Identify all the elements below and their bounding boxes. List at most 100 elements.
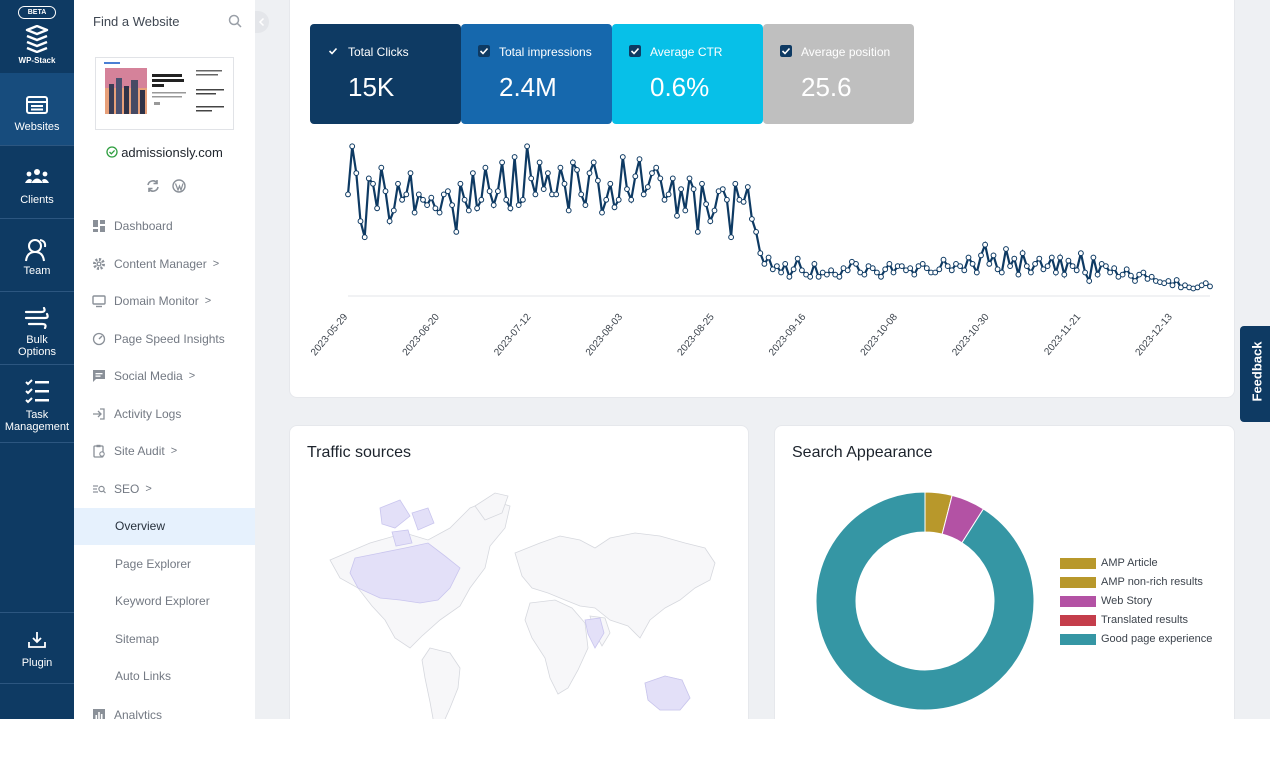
data-point[interactable] (1086, 278, 1093, 284)
data-point[interactable] (520, 196, 526, 203)
data-point[interactable] (428, 194, 435, 201)
data-point[interactable] (595, 177, 601, 184)
metric-total-impressions[interactable]: Total impressions 2.4M (461, 24, 612, 124)
data-point[interactable] (1057, 254, 1063, 261)
data-point[interactable] (582, 202, 589, 208)
data-point[interactable] (861, 271, 868, 278)
data-point[interactable] (994, 266, 1001, 273)
data-point[interactable] (1053, 269, 1059, 276)
data-point[interactable] (661, 196, 668, 203)
data-point[interactable] (828, 267, 834, 274)
data-point[interactable] (940, 256, 947, 263)
legend-item-translated[interactable]: Translated results (1060, 614, 1188, 626)
data-point[interactable] (361, 234, 368, 241)
data-point[interactable] (353, 170, 360, 176)
data-point[interactable] (790, 266, 797, 273)
data-point[interactable] (1173, 277, 1180, 283)
data-point[interactable] (728, 234, 735, 241)
data-point[interactable] (944, 263, 951, 269)
checkbox-checked-icon[interactable] (327, 45, 339, 57)
data-point[interactable] (907, 265, 914, 272)
rail-item-bulk-options[interactable]: Bulk Options (0, 292, 74, 365)
data-point[interactable] (794, 255, 801, 262)
data-point[interactable] (382, 188, 389, 195)
metric-average-ctr[interactable]: Average CTR 0.6% (612, 24, 763, 124)
metric-total-clicks[interactable]: Total Clicks 15K (310, 24, 461, 124)
data-point[interactable] (365, 175, 372, 182)
data-point[interactable] (965, 254, 972, 261)
subnav-keyword-explorer[interactable]: Keyword Explorer (115, 594, 210, 608)
data-point[interactable] (390, 207, 397, 214)
data-point[interactable] (799, 267, 805, 274)
data-point[interactable] (807, 273, 814, 280)
data-point[interactable] (882, 266, 889, 273)
data-point[interactable] (640, 191, 647, 198)
data-point[interactable] (644, 184, 651, 190)
data-point[interactable] (765, 254, 772, 261)
data-point[interactable] (1044, 263, 1051, 269)
data-point[interactable] (961, 267, 968, 274)
data-point[interactable] (878, 273, 884, 280)
data-point[interactable] (1007, 263, 1013, 269)
data-point[interactable] (507, 205, 514, 212)
data-point[interactable] (1036, 255, 1043, 262)
data-point[interactable] (540, 186, 547, 192)
data-point[interactable] (1019, 250, 1026, 257)
data-point[interactable] (524, 143, 531, 150)
data-point[interactable] (1111, 265, 1118, 272)
website-thumbnail[interactable] (95, 57, 234, 130)
data-point[interactable] (1094, 271, 1101, 278)
data-point[interactable] (1069, 263, 1076, 269)
find-website-input[interactable]: Find a Website (93, 14, 180, 29)
data-point[interactable] (874, 269, 880, 276)
data-point[interactable] (349, 143, 356, 150)
rail-item-websites[interactable]: Websites (0, 73, 74, 146)
data-point[interactable] (769, 266, 776, 273)
data-point[interactable] (782, 261, 789, 267)
search-appearance-donut-chart[interactable] (810, 486, 1040, 716)
data-point[interactable] (1040, 266, 1047, 273)
data-point[interactable] (407, 170, 414, 176)
data-point[interactable] (399, 196, 405, 203)
checkbox-checked-icon[interactable] (780, 45, 792, 57)
data-point[interactable] (1073, 267, 1080, 274)
data-point[interactable] (495, 188, 501, 195)
data-point[interactable] (1148, 273, 1155, 280)
data-point[interactable] (911, 271, 918, 278)
data-point[interactable] (657, 175, 664, 182)
data-point[interactable] (628, 196, 635, 203)
nav-social-media[interactable]: Social Media > (92, 367, 195, 385)
data-point[interactable] (1090, 254, 1097, 261)
data-point[interactable] (986, 261, 993, 267)
data-point[interactable] (503, 196, 510, 203)
data-point[interactable] (586, 170, 593, 176)
legend-item-amp-non-rich[interactable]: AMP non-rich results (1060, 576, 1203, 588)
data-point[interactable] (490, 202, 497, 208)
data-point[interactable] (465, 207, 472, 214)
data-point[interactable] (557, 164, 564, 171)
data-point[interactable] (969, 261, 976, 267)
world-map[interactable] (310, 488, 740, 719)
data-point[interactable] (978, 252, 984, 259)
nav-domain-monitor[interactable]: Domain Monitor > (92, 292, 211, 310)
data-point[interactable] (690, 186, 697, 192)
nav-content-manager[interactable]: Content Manager > (92, 255, 219, 273)
rail-item-team[interactable]: Team (0, 219, 74, 292)
data-point[interactable] (815, 273, 822, 280)
data-point[interactable] (707, 218, 714, 225)
data-point[interactable] (615, 196, 622, 203)
data-point[interactable] (919, 261, 926, 267)
data-point[interactable] (665, 191, 672, 198)
data-point[interactable] (436, 209, 443, 216)
data-point[interactable] (1165, 278, 1172, 284)
data-point[interactable] (457, 180, 464, 187)
data-point[interactable] (886, 261, 893, 267)
performance-line-chart[interactable]: 2023-05-29 2023-06-20 2023-07-12 2023-08-03… (310, 141, 1220, 381)
nav-seo[interactable]: SEO > (92, 480, 152, 498)
data-point[interactable] (749, 216, 755, 222)
rail-item-clients[interactable]: Clients (0, 146, 74, 219)
collapse-sidebar-button[interactable] (255, 11, 269, 33)
data-point[interactable] (778, 269, 785, 276)
data-point[interactable] (599, 209, 605, 216)
data-point[interactable] (686, 175, 693, 182)
